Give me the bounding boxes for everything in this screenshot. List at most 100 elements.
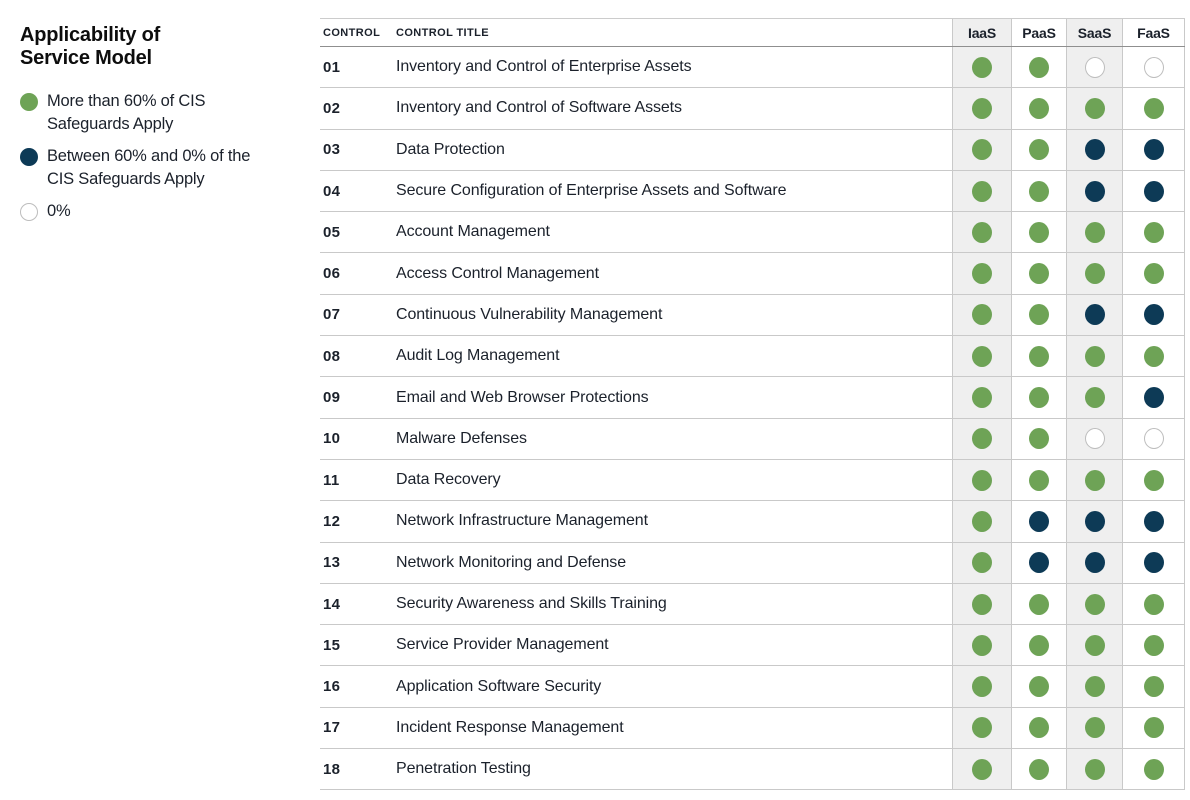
cell-faas <box>1122 749 1185 790</box>
cell-faas <box>1122 707 1185 749</box>
control-number: 01 <box>323 58 341 76</box>
green-dot-icon <box>972 180 992 202</box>
green-dot-icon <box>1084 221 1105 243</box>
green-dot-icon <box>1143 469 1164 491</box>
cell-saas <box>1066 47 1122 88</box>
green-dot-icon <box>1029 428 1049 450</box>
green-dot-icon <box>1084 387 1105 409</box>
cell-iaas <box>952 129 1011 170</box>
cell-faas <box>1122 625 1185 666</box>
legend-items: More than 60% of CIS Safeguards Apply Bet… <box>20 90 310 223</box>
green-dot-icon <box>972 345 992 367</box>
cell-iaas <box>952 749 1011 790</box>
cell-paas <box>1011 418 1066 459</box>
green-dot-icon <box>1029 717 1049 739</box>
cell-paas <box>1011 501 1066 542</box>
control-title: Account Management <box>396 223 550 241</box>
cell-iaas <box>952 377 1011 418</box>
green-dot-icon <box>1029 676 1049 698</box>
green-dot-icon <box>1084 263 1105 285</box>
table-row: 10 Malware Defenses <box>320 418 1185 460</box>
cell-saas <box>1066 583 1122 625</box>
green-dot-icon <box>972 263 992 285</box>
navy-dot-icon <box>1084 304 1105 326</box>
control-number: 15 <box>323 636 341 654</box>
table-header-row: CONTROL CONTROL TITLE IaaS PaaS SaaS Faa… <box>320 18 1185 47</box>
green-dot-icon <box>1084 634 1105 656</box>
cell-paas <box>1011 377 1066 418</box>
cell-iaas <box>952 88 1011 129</box>
green-dot-icon <box>1029 345 1049 367</box>
cell-paas <box>1011 666 1066 707</box>
applicability-table: CONTROL CONTROL TITLE IaaS PaaS SaaS Faa… <box>320 18 1185 791</box>
control-number: 13 <box>323 554 341 572</box>
legend-item: More than 60% of CIS Safeguards Apply <box>20 90 310 136</box>
table-row: 05 Account Management <box>320 212 1185 254</box>
cell-faas <box>1122 418 1185 459</box>
control-title: Malware Defenses <box>396 429 527 447</box>
green-dot-icon <box>972 428 992 450</box>
legend-item-label: More than 60% of CIS Safeguards Apply <box>47 92 206 133</box>
table-row: 13 Network Monitoring and Defense <box>320 542 1185 584</box>
column-header-control-title: CONTROL TITLE <box>396 26 489 39</box>
cell-saas <box>1066 129 1122 170</box>
column-header-paas: PaaS <box>1011 19 1066 46</box>
cell-saas <box>1066 542 1122 583</box>
navy-dot-icon <box>1084 139 1105 161</box>
cell-saas <box>1066 707 1122 749</box>
green-dot-icon <box>1029 758 1049 780</box>
control-number: 02 <box>323 99 341 117</box>
cell-iaas <box>952 583 1011 625</box>
cell-saas <box>1066 377 1122 418</box>
control-title: Network Monitoring and Defense <box>396 553 627 571</box>
control-number: 17 <box>323 719 341 737</box>
cell-paas <box>1011 707 1066 749</box>
cell-faas <box>1122 459 1185 501</box>
table-row: 12 Network Infrastructure Management <box>320 501 1185 543</box>
control-number: 04 <box>323 182 341 200</box>
control-title: Incident Response Management <box>396 718 624 736</box>
green-dot-icon <box>1029 263 1049 285</box>
green-dot-icon <box>1084 758 1105 780</box>
cell-saas <box>1066 336 1122 377</box>
control-number: 12 <box>323 512 341 530</box>
control-title: Application Software Security <box>396 677 602 695</box>
column-header-control: CONTROL <box>323 26 381 39</box>
green-dot-icon <box>972 387 992 409</box>
legend-green-dot-icon <box>20 93 38 111</box>
green-dot-icon <box>1029 304 1049 326</box>
cell-iaas <box>952 170 1011 212</box>
cell-paas <box>1011 625 1066 666</box>
cell-saas <box>1066 625 1122 666</box>
control-title: Access Control Management <box>396 264 599 282</box>
column-header-saas: SaaS <box>1066 19 1122 46</box>
green-dot-icon <box>1143 676 1164 698</box>
cell-saas <box>1066 88 1122 129</box>
legend-title: Applicability of Service Model <box>20 24 161 69</box>
cell-iaas <box>952 253 1011 294</box>
navy-dot-icon <box>1143 510 1164 532</box>
green-dot-icon <box>972 97 992 119</box>
green-dot-icon <box>972 593 992 615</box>
table-row: 02 Inventory and Control of Software Asse… <box>320 88 1185 130</box>
green-dot-icon <box>1084 345 1105 367</box>
legend-none-dot-icon <box>20 203 38 221</box>
green-dot-icon <box>972 676 992 698</box>
green-dot-icon <box>972 469 992 491</box>
navy-dot-icon <box>1143 387 1164 409</box>
control-title: Network Infrastructure Management <box>396 512 648 530</box>
cell-saas <box>1066 666 1122 707</box>
green-dot-icon <box>1143 634 1164 656</box>
cell-faas <box>1122 377 1185 418</box>
green-dot-icon <box>1029 634 1049 656</box>
green-dot-icon <box>1029 139 1049 161</box>
navy-dot-icon <box>1029 510 1049 532</box>
green-dot-icon <box>1029 469 1049 491</box>
cell-iaas <box>952 542 1011 583</box>
legend-navy-dot-icon <box>20 148 38 166</box>
cell-iaas <box>952 459 1011 501</box>
cell-saas <box>1066 253 1122 294</box>
legend: Applicability of Service Model More than… <box>20 24 310 232</box>
cell-iaas <box>952 294 1011 336</box>
green-dot-icon <box>1029 97 1049 119</box>
